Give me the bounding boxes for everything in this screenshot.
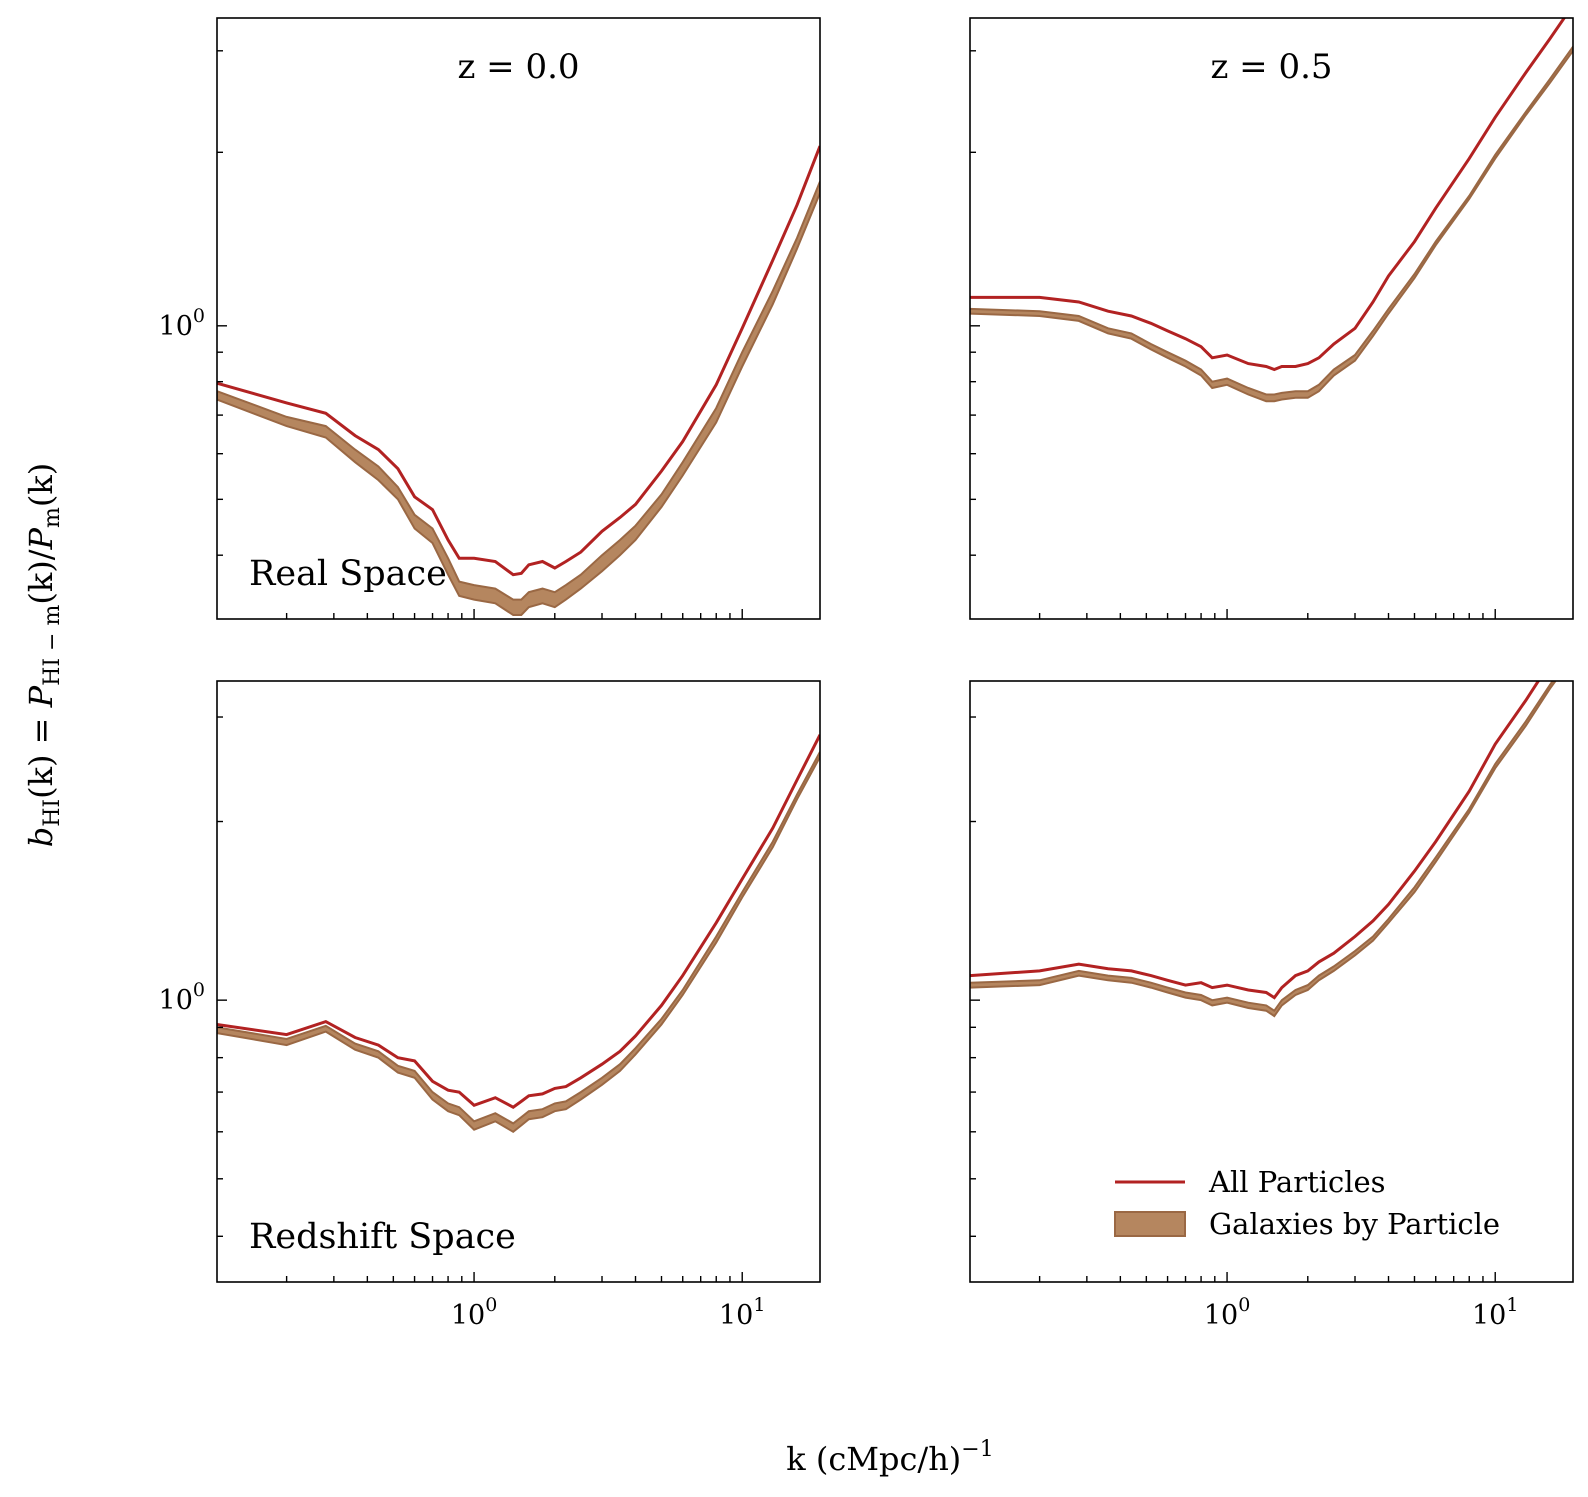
all-particles-line bbox=[970, 18, 1567, 372]
panel-frame bbox=[969, 17, 1574, 620]
x-tick-base: 10 bbox=[451, 1300, 485, 1331]
panel-title: z = 0.5 bbox=[1210, 47, 1332, 87]
x-axis-label: k (cMpc/h)−1 bbox=[786, 1437, 993, 1478]
x-tick-exponent: 1 bbox=[1506, 1294, 1518, 1316]
y-tick-label: 100 bbox=[159, 979, 205, 1016]
x-tick-base: 10 bbox=[719, 1300, 753, 1331]
all-particles-line bbox=[970, 681, 1541, 1000]
y-tick-base: 10 bbox=[159, 311, 193, 342]
y-label-den-arg: (k) bbox=[22, 463, 60, 507]
all-particles-line bbox=[217, 145, 820, 577]
y-label-lhs-symbol: b bbox=[22, 827, 60, 847]
x-tick-exponent: 0 bbox=[1238, 1294, 1250, 1316]
y-tick-exponent: 0 bbox=[193, 305, 205, 327]
legend-label-galaxies-by-particle: Galaxies by Particle bbox=[1209, 1207, 1500, 1241]
x-tick-label: 101 bbox=[1472, 1294, 1518, 1331]
legend-label-all-particles: All Particles bbox=[1208, 1165, 1386, 1199]
y-label-num-arg: (k)/ bbox=[22, 549, 60, 604]
panel-frame bbox=[216, 17, 821, 620]
y-label-num-subscript: HI − m bbox=[40, 605, 65, 686]
row-label: Real Space bbox=[249, 554, 447, 594]
x-tick-base: 10 bbox=[1472, 1300, 1506, 1331]
y-label-num-symbol: P bbox=[22, 685, 60, 708]
galaxies-by-particle-band bbox=[970, 681, 1557, 1018]
y-label-lhs-subscript: HI bbox=[40, 799, 65, 827]
x-tick-exponent: 0 bbox=[485, 1294, 497, 1316]
panel-title: z = 0.0 bbox=[457, 47, 579, 87]
legend: All Particles Galaxies by Particle bbox=[1114, 1165, 1500, 1241]
x-label-exponent: −1 bbox=[961, 1437, 993, 1462]
all-particles-line bbox=[217, 734, 820, 1109]
x-tick-base: 10 bbox=[1204, 1300, 1238, 1331]
x-tick-label: 100 bbox=[451, 1294, 497, 1331]
galaxies-by-particle-band bbox=[970, 44, 1573, 403]
galaxies-by-particle-band bbox=[217, 751, 820, 1134]
x-label-text: k (cMpc/h) bbox=[786, 1440, 961, 1478]
y-axis-label: bHI(k) = PHI − m(k)/Pm(k) bbox=[22, 463, 65, 848]
panel-frame bbox=[216, 680, 821, 1283]
x-tick-label: 101 bbox=[719, 1294, 765, 1331]
y-label-equals: (k) = bbox=[22, 707, 60, 799]
row-label: Redshift Space bbox=[249, 1217, 516, 1257]
x-tick-label: 100 bbox=[1204, 1294, 1250, 1331]
y-tick-base: 10 bbox=[159, 985, 193, 1016]
y-tick-label: 100 bbox=[159, 305, 205, 342]
panel-r0c1: z = 0.5 bbox=[969, 17, 1574, 620]
y-label-den-symbol: P bbox=[22, 528, 60, 551]
panel-r0c0: 100 z = 0.0 Real Space bbox=[159, 17, 821, 620]
galaxies-by-particle-band bbox=[217, 181, 820, 616]
y-label-den-subscript: m bbox=[40, 507, 65, 528]
legend-swatch-galaxies-by-particle bbox=[1114, 1211, 1186, 1237]
y-tick-exponent: 0 bbox=[193, 979, 205, 1001]
x-tick-exponent: 1 bbox=[753, 1294, 765, 1316]
panel-frame bbox=[969, 680, 1574, 1283]
